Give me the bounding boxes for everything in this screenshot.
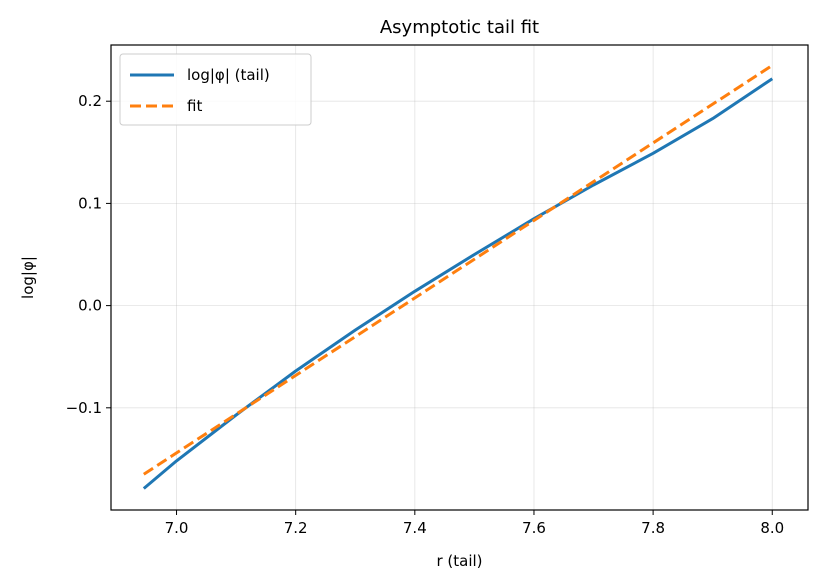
plot-series xyxy=(142,64,774,490)
x-tick-label: 7.8 xyxy=(641,519,665,537)
y-tick-label: 0.1 xyxy=(78,194,102,212)
legend-box xyxy=(119,53,312,126)
axis-ticks: 7.0 7.2 7.4 7.6 7.8 8.0 −0.1 0.0 0.1 0.2 xyxy=(66,92,785,537)
x-tick-label: 7.0 xyxy=(165,519,189,537)
chart-title: Asymptotic tail fit xyxy=(380,17,539,38)
y-tick-label: −0.1 xyxy=(66,399,102,417)
legend-label: fit xyxy=(187,97,202,115)
x-tick-label: 8.0 xyxy=(760,519,784,537)
series-line-tail xyxy=(142,77,774,490)
x-axis-title: r (tail) xyxy=(436,552,482,570)
y-axis-title: log|φ| xyxy=(19,256,37,299)
y-tick-label: 0.2 xyxy=(78,92,102,110)
legend-label: log|φ| (tail) xyxy=(187,66,270,84)
legend: log|φ| (tail) fit xyxy=(119,53,312,126)
series-line-fit xyxy=(142,64,774,476)
x-tick-label: 7.2 xyxy=(284,519,308,537)
y-tick-label: 0.0 xyxy=(78,297,102,315)
x-tick-label: 7.6 xyxy=(522,519,546,537)
grid-lines xyxy=(111,45,808,510)
x-tick-label: 7.4 xyxy=(403,519,427,537)
plot-frame xyxy=(110,44,809,511)
